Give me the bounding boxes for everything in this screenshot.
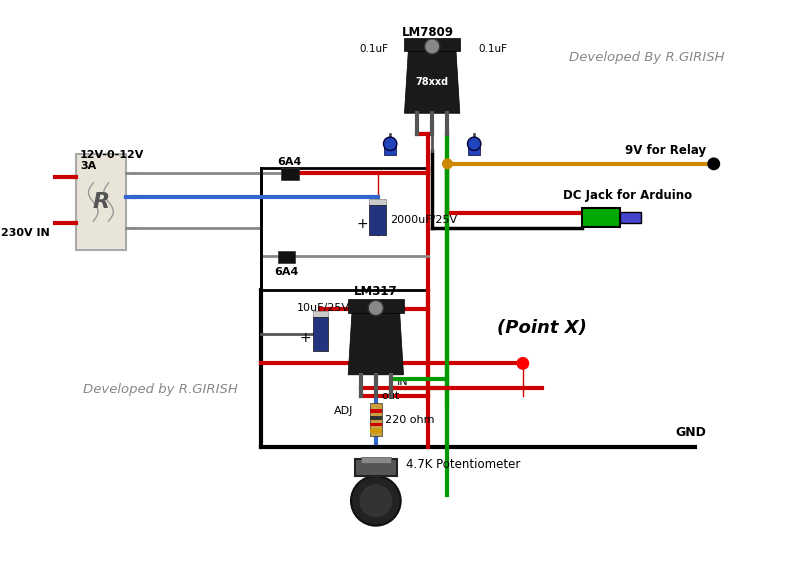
Text: GND: GND <box>676 426 707 439</box>
Text: +: + <box>357 217 369 231</box>
Text: 0.1uF: 0.1uF <box>359 44 389 55</box>
Polygon shape <box>404 51 460 113</box>
Text: 10uF/25V: 10uF/25V <box>297 303 350 313</box>
Text: 2000uF/25V: 2000uF/25V <box>390 215 458 225</box>
Bar <box>348 300 404 313</box>
Bar <box>76 154 126 250</box>
Bar <box>370 205 386 235</box>
Bar <box>261 168 428 290</box>
Circle shape <box>384 137 396 150</box>
Bar <box>282 168 298 180</box>
Bar <box>312 317 328 351</box>
Bar <box>354 459 396 476</box>
Circle shape <box>358 484 393 518</box>
Text: 9V for Relay: 9V for Relay <box>626 144 707 157</box>
Circle shape <box>351 476 400 526</box>
Text: ADJ: ADJ <box>334 406 353 416</box>
Circle shape <box>708 158 719 169</box>
Text: 220 ohm: 220 ohm <box>385 414 435 425</box>
Bar <box>370 422 381 426</box>
Bar <box>370 429 381 433</box>
Circle shape <box>517 358 529 369</box>
Text: 78xxd: 78xxd <box>416 77 449 87</box>
Bar <box>361 457 391 463</box>
Text: LM317: LM317 <box>354 285 397 298</box>
Text: 12V-0-12V
3A: 12V-0-12V 3A <box>80 150 144 171</box>
Circle shape <box>368 300 384 316</box>
Bar <box>370 404 381 436</box>
Text: 6A4: 6A4 <box>278 157 302 167</box>
Text: LM7809: LM7809 <box>401 26 454 39</box>
Bar <box>582 208 620 227</box>
Circle shape <box>442 159 452 169</box>
Bar <box>312 311 328 317</box>
Text: 0.1uF: 0.1uF <box>478 44 507 55</box>
Bar <box>620 212 642 223</box>
Text: IN: IN <box>396 378 408 387</box>
Circle shape <box>424 39 440 54</box>
Circle shape <box>468 137 481 150</box>
Bar <box>278 251 295 263</box>
Text: R: R <box>92 192 109 212</box>
Bar <box>370 409 381 413</box>
Bar <box>370 416 381 420</box>
Text: 6A4: 6A4 <box>274 266 298 277</box>
Bar <box>385 142 396 155</box>
Bar <box>370 199 386 205</box>
Text: 4.7K Potentiometer: 4.7K Potentiometer <box>406 458 521 471</box>
Bar <box>469 142 480 155</box>
Polygon shape <box>348 313 404 375</box>
Text: (Point X): (Point X) <box>497 319 587 337</box>
Text: DC Jack for Arduino: DC Jack for Arduino <box>563 189 692 202</box>
Text: Developed By R.GIRISH: Developed By R.GIRISH <box>569 51 725 64</box>
Text: +: + <box>300 331 311 344</box>
Text: 230V IN: 230V IN <box>1 227 49 238</box>
Text: out: out <box>381 391 400 401</box>
Text: Developed by R.GIRISH: Developed by R.GIRISH <box>82 383 238 396</box>
Bar <box>404 38 460 51</box>
